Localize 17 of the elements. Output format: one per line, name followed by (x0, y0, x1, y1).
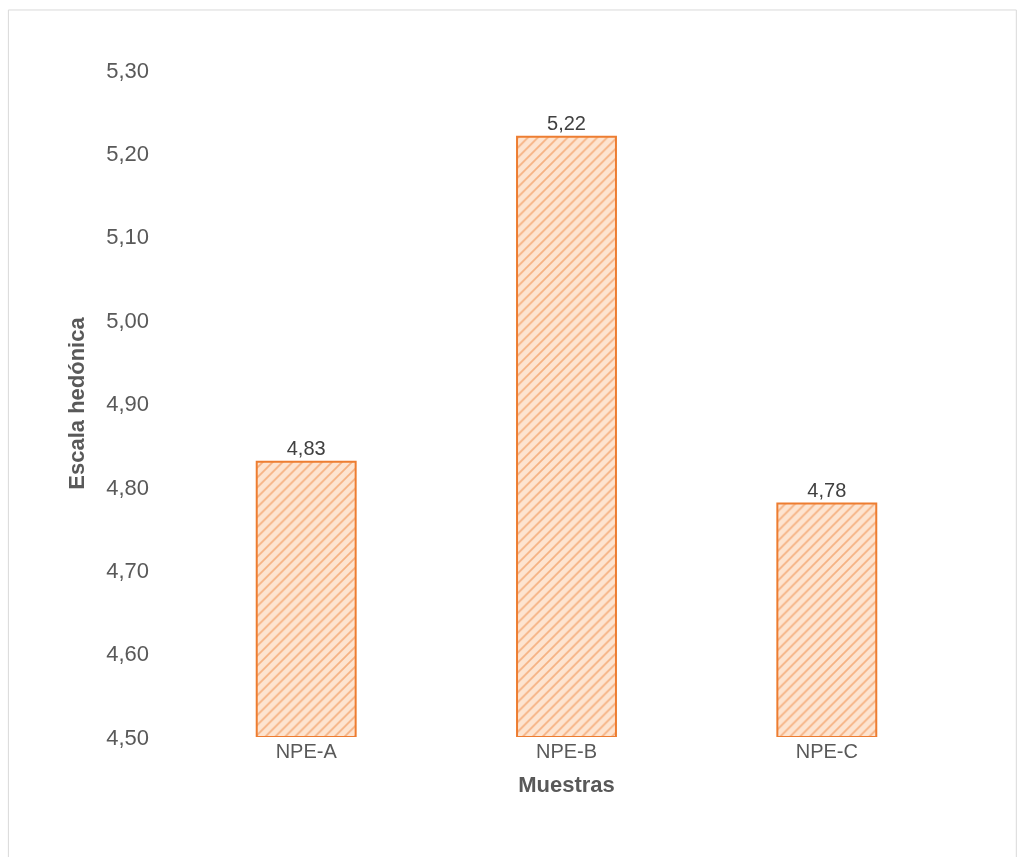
x-axis-title: Muestras (518, 771, 615, 797)
x-tick-label: NPE-A (275, 740, 338, 762)
y-tick-label: 4,70 (106, 557, 149, 583)
y-tick-label: 5,30 (106, 57, 149, 83)
data-label: 4,78 (807, 478, 847, 501)
y-axis-title: Escala hedónica (63, 316, 89, 490)
y-tick-label: 5,00 (106, 307, 149, 333)
y-tick-label: 4,80 (106, 474, 149, 500)
x-tick-label: NPE-C (795, 740, 858, 762)
y-tick-label: 4,50 (106, 724, 149, 750)
y-tick-label: 4,60 (106, 641, 149, 667)
x-tick-label: NPE-B (535, 740, 598, 762)
data-label: 4,83 (286, 436, 326, 459)
y-tick-label: 4,90 (106, 391, 149, 417)
data-label: 5,22 (547, 111, 586, 134)
y-tick-label: 5,10 (106, 224, 149, 250)
y-tick-label: 5,20 (106, 141, 149, 167)
